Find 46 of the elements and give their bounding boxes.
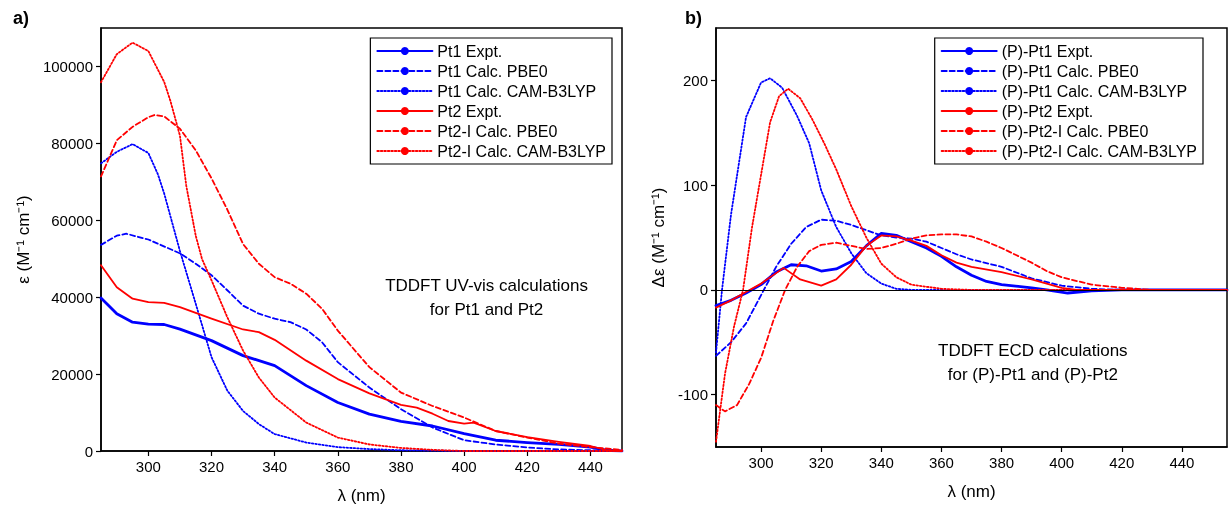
legend-label: Pt2-I Calc. CAM-B3LYP	[437, 142, 606, 160]
chart-title: a)	[13, 8, 30, 28]
x-tick-label: 300	[748, 454, 774, 471]
legend-label: (P)-Pt1 Calc. PBE0	[1001, 62, 1139, 80]
x-tick-label: 420	[1109, 454, 1135, 471]
x-tick-label: 300	[135, 458, 161, 475]
x-tick-label: 360	[928, 454, 954, 471]
legend-label: Pt1 Calc. CAM-B3LYP	[437, 82, 597, 100]
x-tick-label: 420	[514, 458, 540, 475]
legend-label: Pt2-I Calc. PBE0	[437, 122, 558, 140]
x-tick-label: 380	[989, 454, 1015, 471]
x-axis-title: λ (nm)	[947, 482, 996, 501]
legend-label: (P)-Pt1 Calc. CAM-B3LYP	[1001, 82, 1188, 100]
x-tick-label: 440	[1169, 454, 1195, 471]
y-tick-label: 80000	[51, 134, 93, 152]
legend-label: Pt1 Calc. PBE0	[437, 62, 548, 80]
legend-label: Pt2 Expt.	[437, 102, 503, 120]
y-tick-label: 20000	[51, 365, 93, 383]
chart-title: b)	[685, 8, 702, 28]
x-tick-label: 320	[199, 458, 225, 475]
x-tick-label: 400	[451, 458, 477, 475]
x-tick-label: 440	[577, 458, 603, 475]
legend-label: (P)-Pt2 Expt.	[1001, 102, 1094, 120]
legend-label: (P)-Pt2-I Calc. PBE0	[1001, 122, 1149, 140]
x-tick-label: 340	[262, 458, 288, 475]
y-axis-title: ε (M⁻¹ cm⁻¹)	[14, 195, 34, 284]
x-tick-label: 340	[868, 454, 894, 471]
x-axis-title: λ (nm)	[337, 486, 386, 505]
y-tick-label: 0	[699, 281, 708, 299]
legend-label: (P)-Pt1 Expt.	[1001, 42, 1094, 60]
x-tick-label: 380	[388, 458, 414, 475]
y-tick-label: 200	[682, 71, 708, 89]
legend-label: (P)-Pt2-I Calc. CAM-B3LYP	[1001, 142, 1197, 160]
x-tick-label: 400	[1049, 454, 1075, 471]
legend-label: Pt1 Expt.	[437, 42, 503, 60]
y-tick-label: 0	[84, 442, 93, 460]
x-tick-label: 360	[325, 458, 351, 475]
y-tick-label: 100	[682, 176, 708, 194]
y-tick-label: 40000	[51, 288, 93, 306]
annotation: TDDFT ECD calculations for (P)-Pt1 and (P)-Pt2	[938, 340, 1128, 384]
y-tick-label: -100	[677, 386, 708, 404]
y-tick-label: 100000	[42, 57, 93, 75]
x-tick-label: 320	[808, 454, 834, 471]
y-axis-title: Δε (M⁻¹ cm⁻¹)	[649, 187, 669, 288]
annotation: TDDFT UV-vis calculations for Pt1 and Pt2	[385, 275, 588, 319]
y-tick-label: 60000	[51, 211, 93, 229]
